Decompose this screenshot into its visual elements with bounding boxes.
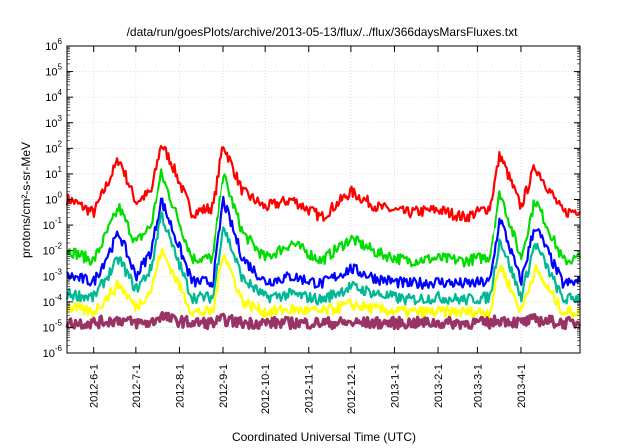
series-line-6 (66, 247, 581, 319)
y-tick-label: 105 (45, 63, 62, 79)
x-tick-label: 2012-6-1 (89, 364, 101, 408)
x-tick-label: 2012-10-1 (260, 364, 272, 414)
y-tick-label: 101 (45, 165, 62, 181)
y-tick-label: 103 (45, 114, 62, 130)
y-tick-label: 104 (45, 88, 62, 104)
chart-title: /data/run/goesPlots/archive/2013-05-13/f… (127, 25, 519, 39)
x-tick-label: 2012-8-1 (174, 364, 186, 408)
y-tick-label: 10-2 (43, 242, 63, 258)
series-line-1 (65, 145, 582, 223)
y-tick-label: 10-3 (43, 267, 63, 283)
x-tick-label: 2013-1-1 (389, 364, 401, 408)
x-tick-label: 2013-4-1 (516, 364, 528, 408)
x-tick-label: 2012-9-1 (218, 364, 230, 408)
series-line-7 (65, 310, 582, 331)
series-layer (65, 145, 582, 331)
series-line-5 (65, 211, 582, 306)
x-tick-label: 2013-3-1 (472, 364, 484, 408)
y-tick-label: 10-5 (43, 318, 63, 334)
x-axis-label: Coordinated Universal Time (UTC) (232, 430, 416, 444)
y-tick-label: 106 (45, 37, 62, 53)
y-tick-label: 102 (45, 139, 62, 155)
x-tick-label: 2013-2-1 (433, 364, 445, 408)
x-tick-label: 2012-12-1 (346, 364, 358, 414)
y-tick-label: 10-4 (43, 293, 63, 309)
y-tick-label: 10-6 (43, 344, 63, 360)
series-line-4 (66, 195, 582, 290)
y-tick-label: 100 (45, 191, 62, 207)
x-axis-ticks: 2012-6-1 2012-7-1 2012-8-1 2012-9-1 2012-10-… (89, 46, 528, 414)
x-tick-label: 2012-11-1 (304, 364, 316, 413)
y-axis-label: protons/cm²-s-sr-MeV (19, 142, 33, 258)
y-tick-label: 10-1 (43, 216, 63, 232)
x-tick-label: 2012-7-1 (131, 364, 143, 408)
